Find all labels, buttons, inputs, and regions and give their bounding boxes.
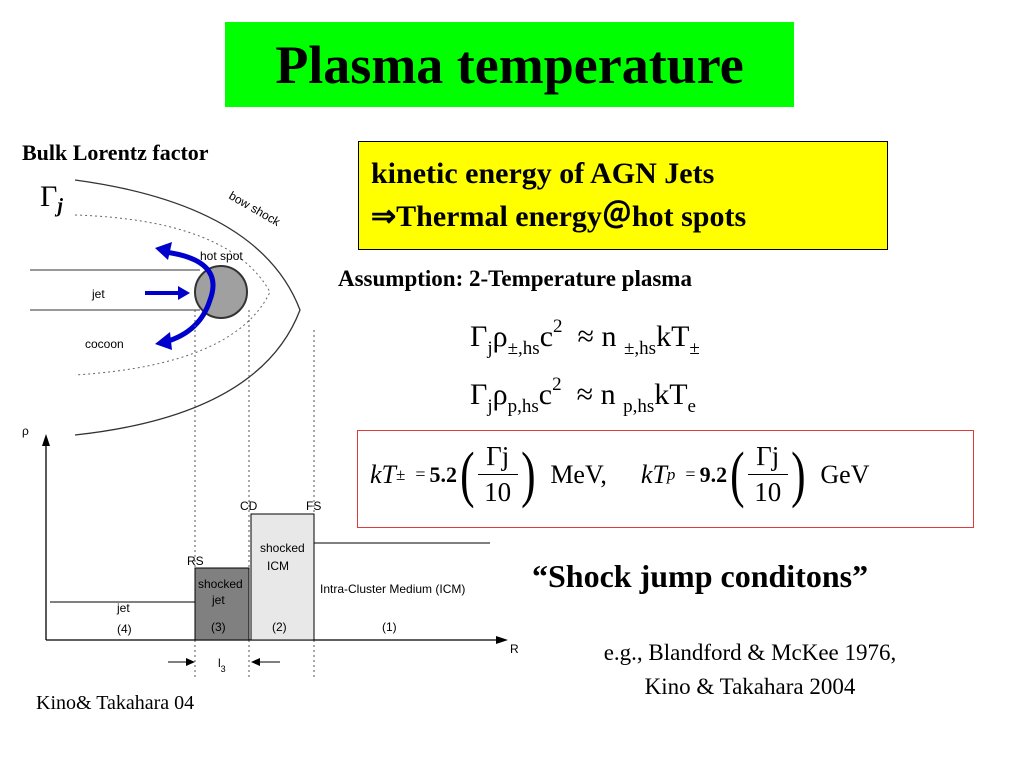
backflow-arrow	[164, 249, 216, 345]
reference-block: e.g., Blandford & McKee 1976, Kino & Tak…	[560, 636, 940, 704]
page-title: Plasma temperature	[275, 34, 744, 95]
gamma-subscript: j	[57, 195, 63, 217]
kinetic-energy-line: kinetic energy of AGN Jets	[371, 157, 715, 190]
l3-label: l3	[218, 656, 226, 674]
kinetic-energy-box: kinetic energy of AGN Jets ⇒Thermal ener…	[358, 141, 888, 250]
title-banner: Plasma temperature	[225, 22, 794, 107]
region-3-label: (3)	[211, 620, 226, 634]
region-1-label: (1)	[382, 620, 397, 634]
contact-discontinuity-curve	[74, 214, 271, 376]
r-axis-label: R	[510, 642, 519, 656]
jet-label: jet	[91, 287, 105, 301]
thermal-energy-line: ⇒Thermal energy＠hot spots	[371, 200, 747, 233]
icm-label: Intra-Cluster Medium (ICM)	[320, 582, 465, 596]
assumption-text: Assumption: 2-Temperature plasma	[338, 266, 692, 291]
shock-jump-heading: “Shock jump conditons”	[532, 558, 869, 594]
region-2-label: (2)	[272, 620, 287, 634]
rs-label: RS	[187, 554, 204, 568]
gamma-symbol: Γ	[40, 180, 58, 213]
equation-proton-electron: Γjρp,hsc2 ≈ n p,hskTe	[470, 374, 696, 417]
gamma-j-symbol: Γj	[40, 180, 63, 218]
jet-region-label: jet	[116, 601, 130, 615]
jet-diagram: bow shock hot spot jet cocoon ρ R CD FS …	[22, 179, 519, 680]
cd-label: CD	[240, 499, 258, 513]
shocked-jet-label-1: shocked	[198, 577, 243, 591]
shocked-jet-region	[194, 567, 250, 641]
hot-spot-circle	[194, 265, 248, 319]
credit-label: Kino& Takahara 04	[36, 692, 195, 714]
hot-spot-label: hot spot	[200, 249, 243, 263]
reference-line-2: Kino & Takahara 2004	[644, 674, 856, 699]
rho-axis-label: ρ	[22, 424, 29, 438]
cocoon-label: cocoon	[85, 337, 124, 351]
equation-electron-positron: Γjρ±,hsc2 ≈ n ±,hskT±	[470, 316, 700, 359]
reference-line-1: e.g., Blandford & McKee 1976,	[603, 640, 897, 665]
shocked-icm-label-1: shocked	[260, 541, 305, 555]
shocked-icm-label-2: ICM	[267, 559, 289, 573]
temperature-result-box: kT ± = 5.2 ( Γj 10 ) MeV, kT p = 9.2 ( Γj 10…	[357, 430, 974, 528]
shocked-icm-region	[250, 513, 315, 641]
fs-label: FS	[306, 499, 321, 513]
shocked-jet-label-2: jet	[211, 593, 225, 607]
bow-shock-curve	[74, 179, 301, 436]
bulk-lorentz-label: Bulk Lorentz factor	[22, 140, 209, 165]
region-4-label: (4)	[117, 622, 132, 636]
bow-shock-label: bow shock	[227, 188, 284, 229]
